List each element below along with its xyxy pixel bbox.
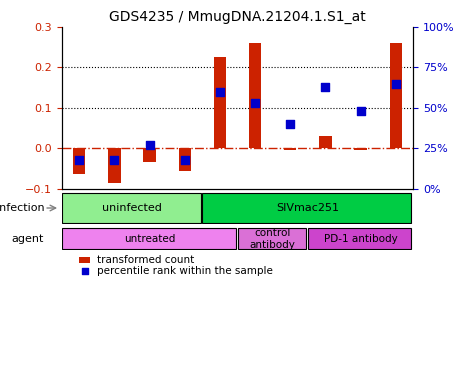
Point	[357, 108, 364, 114]
Point	[392, 81, 399, 87]
Text: agent: agent	[12, 234, 44, 244]
FancyBboxPatch shape	[202, 194, 411, 223]
Text: control
antibody: control antibody	[250, 228, 295, 250]
Title: GDS4235 / MmugDNA.21204.1.S1_at: GDS4235 / MmugDNA.21204.1.S1_at	[109, 10, 366, 25]
Text: uninfected: uninfected	[102, 203, 162, 213]
FancyBboxPatch shape	[308, 228, 411, 249]
Bar	[108, 148, 121, 183]
Text: percentile rank within the sample: percentile rank within the sample	[97, 266, 273, 276]
Text: SIVmac251: SIVmac251	[276, 203, 339, 213]
Bar	[284, 148, 296, 151]
Bar	[179, 148, 191, 170]
FancyBboxPatch shape	[238, 228, 306, 249]
Text: PD-1 antibody: PD-1 antibody	[323, 234, 398, 244]
Text: transformed count: transformed count	[97, 255, 194, 265]
Bar	[319, 136, 332, 148]
Point	[251, 100, 259, 106]
Bar	[73, 148, 86, 174]
Point	[111, 157, 118, 163]
Bar	[79, 257, 90, 263]
Point	[181, 157, 189, 163]
Point	[286, 121, 294, 127]
Bar	[249, 43, 261, 148]
Text: infection: infection	[0, 203, 44, 213]
Point	[322, 84, 329, 90]
Point	[146, 142, 153, 148]
Text: untreated: untreated	[124, 234, 175, 244]
Bar	[143, 148, 156, 162]
Point	[216, 89, 224, 95]
Bar	[354, 148, 367, 151]
FancyBboxPatch shape	[62, 194, 200, 223]
Bar	[214, 57, 226, 148]
FancyBboxPatch shape	[62, 228, 236, 249]
Point	[81, 268, 88, 274]
Point	[76, 157, 83, 163]
Bar	[390, 43, 402, 148]
